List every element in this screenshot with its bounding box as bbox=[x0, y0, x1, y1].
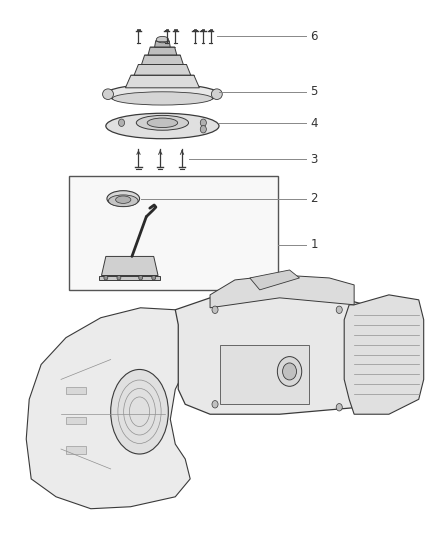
Polygon shape bbox=[134, 64, 191, 75]
Ellipse shape bbox=[106, 114, 219, 139]
Polygon shape bbox=[125, 75, 199, 88]
Ellipse shape bbox=[156, 36, 169, 43]
Text: 2: 2 bbox=[311, 192, 318, 205]
Ellipse shape bbox=[111, 369, 168, 454]
Ellipse shape bbox=[212, 89, 222, 100]
Polygon shape bbox=[26, 308, 190, 508]
Polygon shape bbox=[210, 275, 354, 308]
Bar bbox=[69, 176, 278, 290]
Circle shape bbox=[117, 275, 121, 280]
Circle shape bbox=[200, 126, 206, 133]
Polygon shape bbox=[220, 345, 309, 404]
Bar bbox=[66, 387, 86, 394]
Circle shape bbox=[283, 363, 297, 380]
Ellipse shape bbox=[113, 92, 212, 105]
Text: 1: 1 bbox=[311, 238, 318, 251]
Ellipse shape bbox=[116, 196, 131, 204]
Bar bbox=[66, 447, 86, 454]
Circle shape bbox=[336, 403, 342, 411]
Ellipse shape bbox=[102, 89, 113, 100]
Ellipse shape bbox=[106, 84, 219, 104]
Ellipse shape bbox=[147, 118, 178, 127]
Bar bbox=[99, 276, 160, 280]
Polygon shape bbox=[175, 295, 404, 414]
Polygon shape bbox=[250, 270, 300, 290]
Bar bbox=[66, 417, 86, 424]
Circle shape bbox=[104, 275, 108, 280]
Polygon shape bbox=[344, 295, 424, 414]
Polygon shape bbox=[141, 55, 184, 64]
Circle shape bbox=[212, 401, 218, 408]
Ellipse shape bbox=[136, 115, 188, 130]
Text: 3: 3 bbox=[311, 153, 318, 166]
Circle shape bbox=[212, 306, 218, 313]
Circle shape bbox=[277, 357, 302, 386]
Circle shape bbox=[139, 275, 143, 280]
Circle shape bbox=[200, 119, 206, 126]
Polygon shape bbox=[102, 256, 158, 276]
Polygon shape bbox=[148, 47, 177, 55]
Text: 6: 6 bbox=[311, 30, 318, 43]
Ellipse shape bbox=[107, 191, 140, 207]
Circle shape bbox=[336, 306, 342, 313]
Ellipse shape bbox=[109, 195, 138, 207]
Circle shape bbox=[118, 119, 124, 126]
Text: 4: 4 bbox=[311, 117, 318, 130]
Polygon shape bbox=[155, 41, 170, 47]
Text: 5: 5 bbox=[311, 85, 318, 98]
Circle shape bbox=[152, 275, 155, 280]
